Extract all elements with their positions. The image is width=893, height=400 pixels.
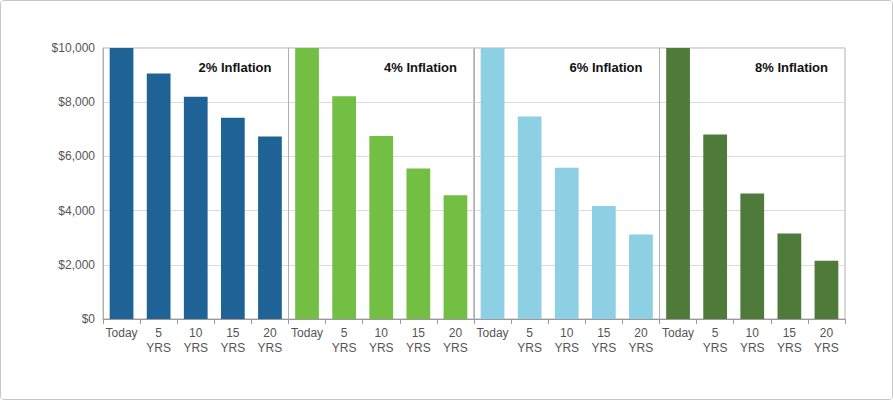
svg-text:15: 15 bbox=[412, 326, 426, 340]
svg-text:$6,000: $6,000 bbox=[58, 149, 95, 163]
svg-text:5: 5 bbox=[526, 326, 533, 340]
svg-text:Today: Today bbox=[662, 326, 694, 340]
svg-text:YRS: YRS bbox=[406, 341, 431, 355]
svg-text:20: 20 bbox=[263, 326, 277, 340]
svg-text:15: 15 bbox=[783, 326, 797, 340]
svg-text:YRS: YRS bbox=[703, 341, 728, 355]
svg-text:10: 10 bbox=[375, 326, 389, 340]
svg-text:YRS: YRS bbox=[592, 341, 617, 355]
svg-text:10: 10 bbox=[189, 326, 203, 340]
svg-text:YRS: YRS bbox=[777, 341, 802, 355]
svg-text:20: 20 bbox=[634, 326, 648, 340]
svg-text:YRS: YRS bbox=[258, 341, 283, 355]
svg-text:YRS: YRS bbox=[554, 341, 579, 355]
svg-text:$8,000: $8,000 bbox=[58, 95, 95, 109]
svg-text:$10,000: $10,000 bbox=[52, 41, 96, 55]
svg-text:YRS: YRS bbox=[814, 341, 839, 355]
svg-text:Today: Today bbox=[291, 326, 323, 340]
svg-text:20: 20 bbox=[820, 326, 834, 340]
svg-text:$2,000: $2,000 bbox=[58, 258, 95, 272]
svg-text:5: 5 bbox=[155, 326, 162, 340]
svg-text:YRS: YRS bbox=[332, 341, 357, 355]
svg-text:YRS: YRS bbox=[740, 341, 765, 355]
svg-text:2% Inflation: 2% Inflation bbox=[199, 60, 272, 75]
svg-text:$0: $0 bbox=[82, 312, 96, 326]
svg-text:Today: Today bbox=[477, 326, 509, 340]
svg-text:YRS: YRS bbox=[221, 341, 246, 355]
svg-text:YRS: YRS bbox=[517, 341, 542, 355]
svg-text:$4,000: $4,000 bbox=[58, 204, 95, 218]
svg-text:YRS: YRS bbox=[443, 341, 468, 355]
svg-text:10: 10 bbox=[560, 326, 574, 340]
svg-text:10: 10 bbox=[746, 326, 760, 340]
svg-text:15: 15 bbox=[226, 326, 240, 340]
svg-text:6% Inflation: 6% Inflation bbox=[570, 60, 643, 75]
svg-text:5: 5 bbox=[341, 326, 348, 340]
svg-text:YRS: YRS bbox=[146, 341, 171, 355]
svg-text:YRS: YRS bbox=[369, 341, 394, 355]
svg-text:15: 15 bbox=[597, 326, 611, 340]
svg-text:5: 5 bbox=[712, 326, 719, 340]
svg-text:4% Inflation: 4% Inflation bbox=[384, 60, 457, 75]
svg-text:20: 20 bbox=[449, 326, 463, 340]
svg-text:YRS: YRS bbox=[183, 341, 208, 355]
svg-text:Today: Today bbox=[106, 326, 138, 340]
svg-text:8% Inflation: 8% Inflation bbox=[755, 60, 828, 75]
svg-text:YRS: YRS bbox=[629, 341, 654, 355]
